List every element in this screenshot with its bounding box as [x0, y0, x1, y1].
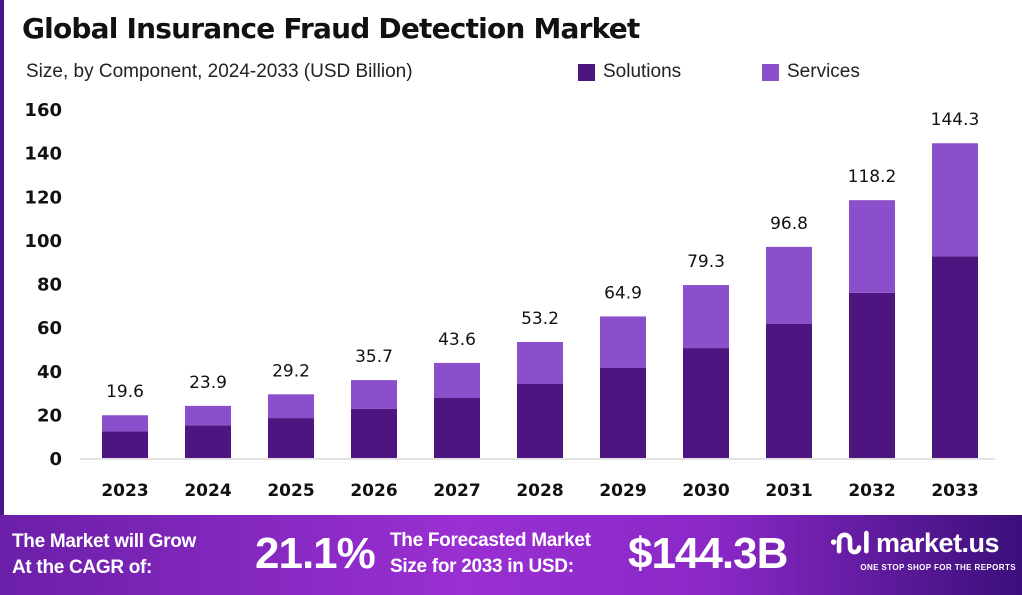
x-tick-label: 2029 [599, 481, 646, 501]
bar-solutions-2030 [683, 348, 729, 458]
cagr-label: The Market will Grow At the CAGR of: [12, 529, 196, 581]
forecast-label-line1: The Forecasted Market [390, 530, 591, 551]
cagr-value: 21.1% [255, 529, 376, 578]
x-tick-label: 2027 [433, 481, 480, 501]
x-tick-label: 2031 [765, 481, 812, 501]
y-tick-label: 40 [37, 362, 62, 383]
bar-services-2025 [268, 394, 314, 419]
x-tick-label: 2028 [516, 481, 563, 501]
total-label: 19.6 [106, 382, 144, 402]
legend-solutions: Solutions [578, 61, 681, 83]
left-accent-bar [0, 0, 4, 515]
y-tick-label: 20 [37, 405, 62, 426]
total-label: 64.9 [604, 283, 642, 303]
bar-services-2027 [434, 362, 480, 399]
bar-services-2030 [683, 285, 729, 349]
forecast-label: The Forecasted Market Size for 2033 in U… [390, 528, 591, 580]
footer-banner: The Market will Grow At the CAGR of: 21.… [0, 515, 1022, 595]
x-tick-label: 2023 [101, 481, 148, 501]
chart-title: Global Insurance Fraud Detection Market [22, 12, 640, 45]
bar-solutions-2031 [766, 323, 812, 458]
bar-services-2031 [766, 246, 812, 324]
market-us-logo: market.us ONE STOP SHOP FOR THE REPORTS [830, 527, 1016, 572]
y-tick-label: 0 [49, 449, 62, 470]
y-tick-label: 60 [37, 318, 62, 339]
legend-label: Services [787, 61, 860, 82]
bar-services-2028 [517, 341, 563, 384]
bar-services-2029 [600, 316, 646, 368]
bar-services-2032 [849, 200, 895, 293]
total-label: 53.2 [521, 309, 559, 329]
bar-solutions-2023 [102, 431, 148, 458]
chart-subtitle: Size, by Component, 2024-2033 (USD Billi… [26, 61, 413, 82]
x-tick-label: 2032 [848, 481, 895, 501]
total-label: 96.8 [770, 214, 808, 234]
legend-swatch-services [762, 63, 779, 81]
bar-services-2026 [351, 380, 397, 409]
x-tick-label: 2025 [267, 481, 314, 501]
bar-solutions-2032 [849, 292, 895, 458]
total-label: 118.2 [848, 167, 897, 187]
bar-solutions-2025 [268, 418, 314, 458]
cagr-label-line2: At the CAGR of: [12, 557, 153, 578]
logo-text: market.us [876, 528, 1000, 558]
x-tick-label: 2030 [682, 481, 729, 501]
total-label: 43.6 [438, 330, 476, 350]
logo-icon [830, 530, 869, 555]
bar-chart: 0 20 40 60 80 100 120 140 160 19.6 2023 23.9 2024 29.… [24, 100, 995, 501]
total-label: 23.9 [189, 373, 227, 393]
bar-services-2024 [185, 405, 231, 426]
total-label: 29.2 [272, 361, 310, 381]
total-label: 35.7 [355, 347, 393, 367]
bar-services-2033 [932, 143, 978, 257]
bar-solutions-2026 [351, 408, 397, 458]
legend-swatch-solutions [578, 63, 595, 81]
total-label: 79.3 [687, 252, 725, 272]
legend-services: Services [762, 61, 860, 83]
bar-solutions-2027 [434, 398, 480, 458]
bar-solutions-2028 [517, 383, 563, 458]
legend-label: Solutions [603, 61, 682, 82]
x-tick-label: 2024 [184, 481, 231, 501]
total-label: 144.3 [931, 110, 980, 130]
x-tick-label: 2033 [931, 481, 978, 501]
y-tick-label: 140 [24, 144, 62, 165]
bar-solutions-2029 [600, 367, 646, 458]
bar-solutions-2024 [185, 425, 231, 458]
bar-services-2023 [102, 415, 148, 432]
y-tick-label: 80 [37, 275, 62, 296]
cagr-label-line1: The Market will Grow [12, 531, 197, 552]
y-tick-label: 160 [24, 100, 62, 121]
logo-tagline: ONE STOP SHOP FOR THE REPORTS [860, 563, 1016, 572]
forecast-value: $144.3B [628, 529, 788, 578]
bar-solutions-2033 [932, 256, 978, 458]
forecast-label-line2: Size for 2033 in USD: [390, 556, 574, 577]
x-tick-label: 2026 [350, 481, 397, 501]
y-tick-label: 120 [24, 187, 62, 208]
y-tick-label: 100 [24, 231, 62, 252]
